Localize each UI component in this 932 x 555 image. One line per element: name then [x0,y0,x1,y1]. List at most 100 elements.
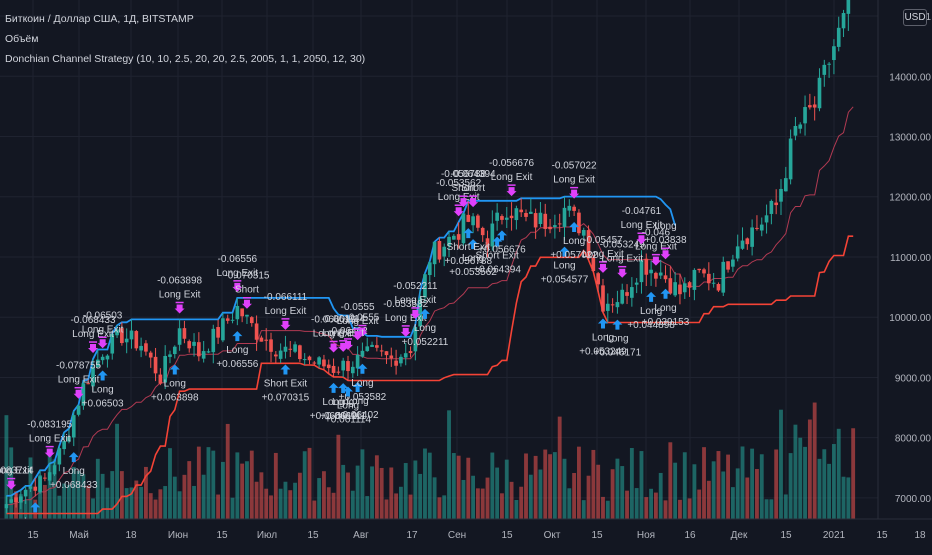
candle-body [28,486,33,489]
time-axis-tick: 15 [780,530,792,541]
volume-bar [490,452,495,519]
candle-body [302,359,307,361]
candle-body [649,269,653,274]
volume-bar [62,483,67,519]
chart-legend: Биткоин / Доллар США, 1Д, BITSTAMP Объём… [5,9,365,69]
exit-arrow-icon [232,282,243,292]
volume-indicator-label[interactable]: Объём [5,33,39,45]
volume-bar [249,450,254,519]
candle-body [557,223,562,225]
time-axis-tick: Сен [448,530,466,541]
exit-arrow-icon [400,327,411,337]
currency-button[interactable]: USD [903,9,927,26]
candle-body [750,227,754,247]
volume-bar [91,498,95,519]
donchian-lower-band [6,235,854,515]
candle-body [755,227,759,229]
volume-bar [519,486,524,519]
time-axis-tick: 15 [876,530,888,541]
candle-body [413,326,418,352]
trade-label: -0.066019 [311,314,356,325]
candle-body [19,496,23,503]
trade-label: -0.061114 [321,314,365,325]
trade-label: Long [592,333,614,344]
volume-bar [783,494,788,519]
volume-bar [172,476,177,519]
volume-bar [798,437,803,519]
volume-bar [129,487,134,519]
candle-body [172,346,177,355]
volume-bar [649,488,654,519]
time-axis-tick: Авг [353,530,369,541]
candle-body [456,234,461,240]
candle-body [798,124,803,129]
price-axis-tick: 7000.00 [895,494,932,505]
exit-arrow-icon [458,198,469,208]
candle-body [437,240,442,260]
long-arrow-icon [357,363,368,374]
trade-label: -0.078755 [56,361,101,372]
volume-bar [807,419,812,519]
candle-body [581,230,586,236]
volume-bar [851,428,856,519]
volume-bar [331,492,336,519]
candle-body [634,282,639,285]
volume-bar [735,468,740,519]
volume-bar [711,461,716,519]
candle-body [490,223,495,247]
candle-body [47,472,52,481]
volume-bar [413,460,418,519]
volume-bar [504,459,509,519]
trade-label: Long Exit [72,329,114,340]
candle-body [221,318,225,341]
strategy-indicator-label[interactable]: Donchian Channel Strategy (10, 10, 2.5, … [5,53,366,65]
exit-arrow-icon [174,304,185,314]
price-axis-tick: 14000.00 [889,72,931,83]
trade-label: -0.064394 [451,169,496,180]
candle-body [71,415,76,438]
symbol-title[interactable]: Биткоин / Доллар США, 1Д, BITSTAMP [5,13,194,25]
trade-label: Long [164,378,186,389]
price-axis-tick: 8000.00 [895,434,932,445]
trade-label: Short [461,183,485,194]
candle-body [317,357,321,365]
trade-label: Long Exit [313,328,355,339]
candle-body [586,230,591,259]
candle-body [95,359,100,367]
volume-bar [225,423,230,519]
candle-body [293,344,297,352]
volume-bar [110,471,115,519]
volume-bar [625,490,629,519]
candle-body [187,341,192,349]
trade-label: Long [462,253,484,264]
volume-bar [841,476,846,519]
exit-arrow-icon [6,480,17,490]
donchian-upper-band [6,195,676,497]
time-axis-tick: Июл [257,530,277,541]
time-axis-tick: Окт [544,530,561,541]
time-axis-tick: Май [69,530,89,541]
trade-label: -0.06556 [218,254,258,265]
candle-body [644,258,649,275]
exit-arrow-icon [88,344,99,354]
candle-body [630,287,634,298]
candle-body [817,77,822,109]
candle-body [553,225,557,228]
trade-label: -0.0555 [341,302,375,313]
volume-bar [307,447,312,519]
trade-label: Long Exit [582,249,624,260]
trade-label: +0.068433 [50,480,98,491]
volume-bar [365,496,370,519]
candle-body [350,366,355,374]
volume-bar [774,449,779,519]
exit-arrow-icon [650,256,661,266]
candle-body [519,209,524,213]
candle-body [124,338,129,343]
volume-bar [235,452,240,519]
candle-body [370,344,374,347]
trade-label: +0.064394 [473,265,521,276]
volume-bar [322,471,326,519]
candle-body [379,350,384,352]
